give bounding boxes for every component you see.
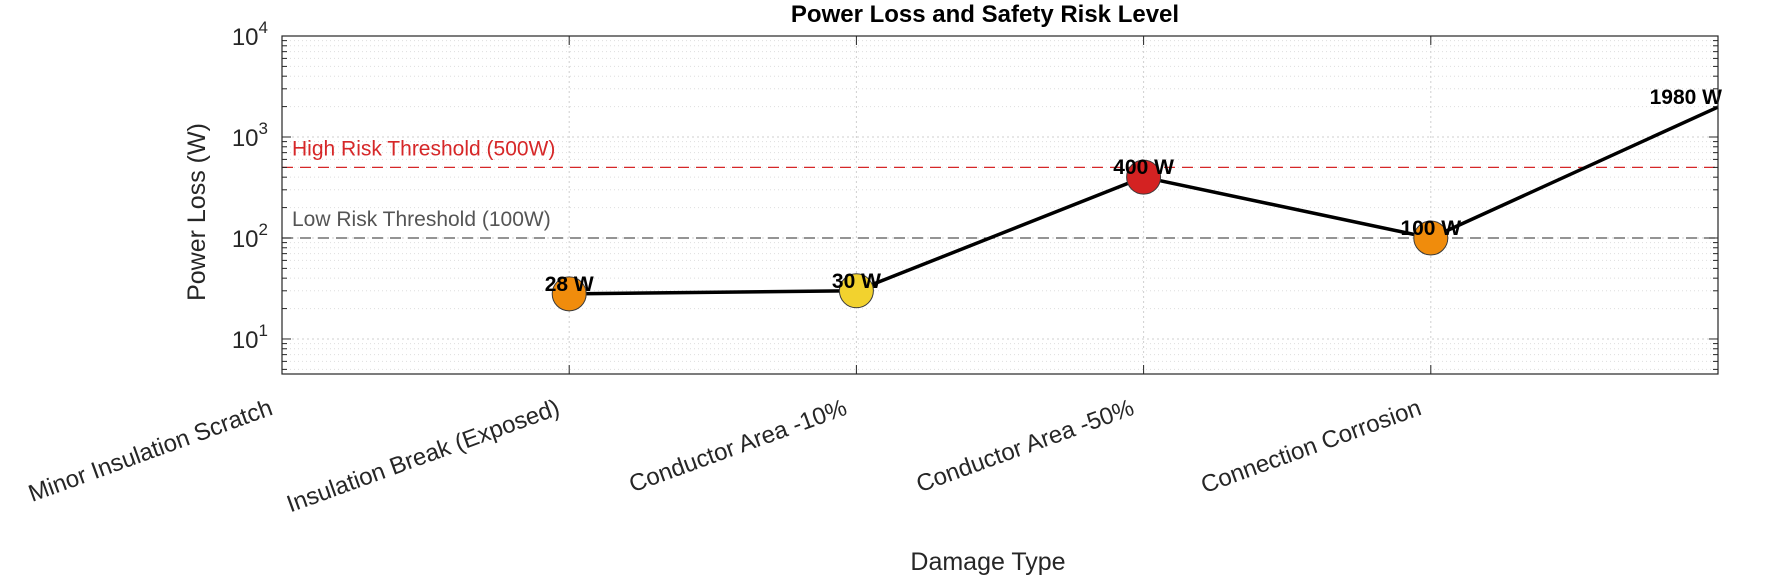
chart-title: Power Loss and Safety Risk Level <box>791 1 1179 28</box>
data-label: 1980 W <box>1650 86 1723 109</box>
y-axis-label: Power Loss (W) <box>183 123 211 301</box>
series: 28 W 30 W 400 W 100 W 1980 W <box>545 86 1723 312</box>
data-marker <box>551 276 587 312</box>
y-tick-label: 101 <box>232 321 268 354</box>
x-axis-label: Damage Type <box>910 548 1065 576</box>
data-label: 30 W <box>832 270 881 293</box>
x-category-label: Minor Insulation Scratch <box>25 394 276 507</box>
x-category-label: Conductor Area -10% <box>626 394 851 498</box>
x-category-label: Connection Corrosion <box>1197 394 1424 499</box>
y-tick-label: 104 <box>232 18 268 51</box>
axes <box>281 35 1719 375</box>
data-label: 28 W <box>545 273 594 296</box>
data-marker <box>1413 220 1449 256</box>
threshold-label: Low Risk Threshold (100W) <box>292 208 551 231</box>
threshold-label: High Risk Threshold (500W) <box>292 137 555 160</box>
y-tick-label: 103 <box>232 119 268 152</box>
data-label: 400 W <box>1113 156 1174 179</box>
data-label: 100 W <box>1400 217 1461 240</box>
y-tick-label: 102 <box>232 220 268 253</box>
data-marker <box>1126 159 1162 195</box>
axes-box <box>281 35 1719 375</box>
data-marker <box>838 273 874 309</box>
plot-area <box>282 36 1718 374</box>
x-category-label: Conductor Area -50% <box>913 394 1138 498</box>
x-category-label: Insulation Break (Exposed) <box>283 394 563 518</box>
threshold-lines: High Risk Threshold (500W) Low Risk Thres… <box>282 137 1718 239</box>
